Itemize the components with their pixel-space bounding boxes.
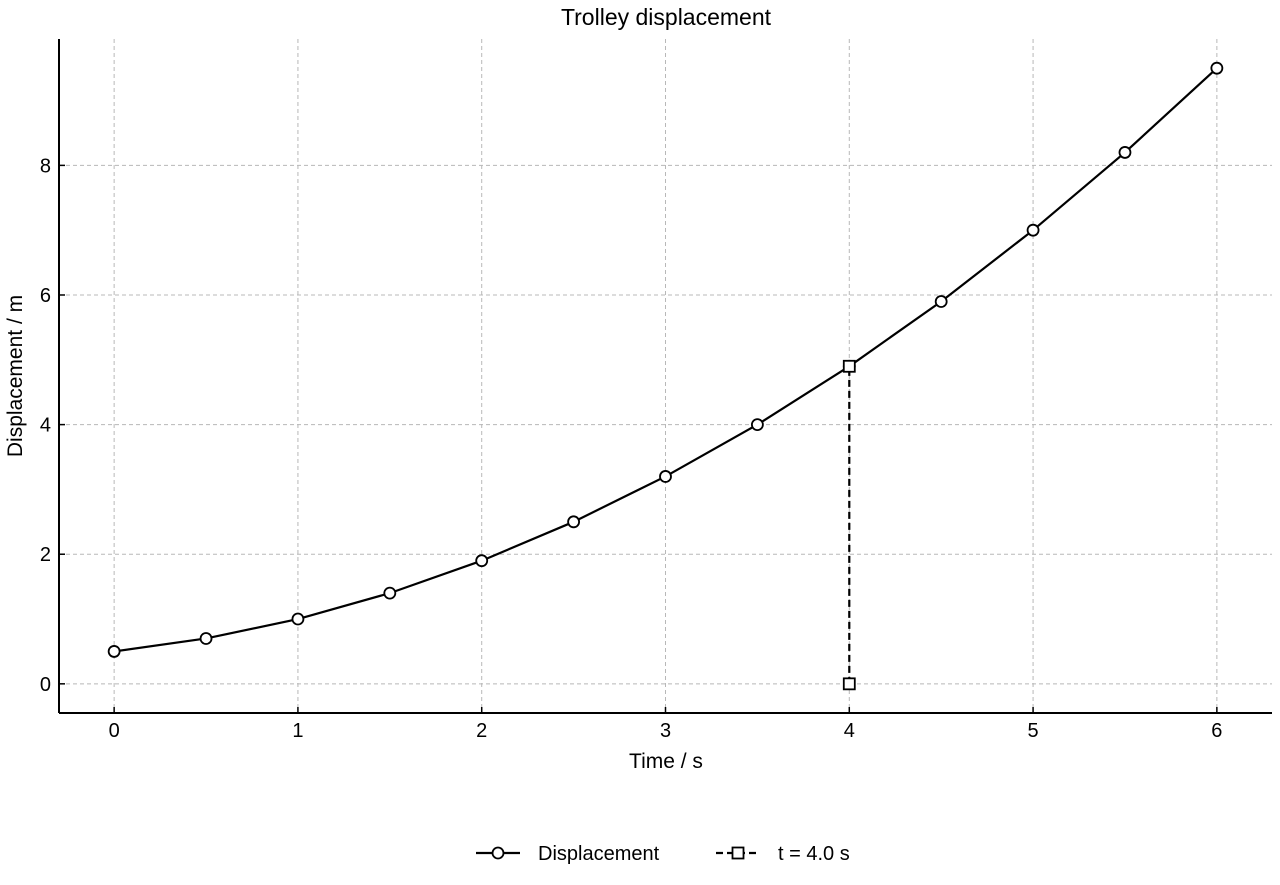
y-tick-label: 6 [40,285,51,307]
y-axis-label: Displacement / m [4,295,27,457]
series-line [113,67,1218,653]
data-point [567,515,581,529]
grid-lines [59,39,1272,713]
x-tick-label: 1 [292,720,303,742]
data-point [659,470,672,483]
legend: Displacement t = 4.0 s [476,843,850,865]
data-point [475,554,489,568]
data-point [1026,223,1040,237]
data-point [934,295,948,308]
data-point [1118,146,1132,159]
legend-item: t = 4.0 s [716,843,850,865]
data-series [107,61,1224,691]
data-point [199,632,213,645]
legend-label: Displacement [538,843,660,865]
data-point [383,586,397,600]
data-point [842,359,856,373]
series-marker-line [842,359,856,691]
data-point [291,612,305,626]
series-displacement [107,61,1224,658]
x-tick-label: 3 [660,720,671,742]
axes [58,39,1272,714]
legend-label: t = 4.0 s [778,843,850,865]
tick-labels: 0 1 2 3 4 5 6 0 2 4 6 8 [40,155,1223,742]
y-tick-label: 0 [40,674,51,696]
x-tick-label: 0 [109,720,120,742]
data-point [842,677,856,691]
data-point [1210,61,1224,75]
x-tick-label: 2 [476,720,487,742]
data-point [107,645,121,658]
x-tick-label: 4 [844,720,855,742]
legend-marker [491,846,505,860]
legend-item: Displacement [476,843,660,865]
y-tick-label: 2 [40,544,51,566]
x-tick-label: 5 [1028,720,1039,742]
data-point [750,418,764,432]
y-tick-label: 4 [40,415,51,437]
legend-marker [731,846,745,860]
y-tick-label: 8 [40,155,51,177]
x-axis-label: Time / s [629,750,703,773]
chart-title: Trolley displacement [561,4,772,30]
x-tick-label: 6 [1211,720,1222,742]
